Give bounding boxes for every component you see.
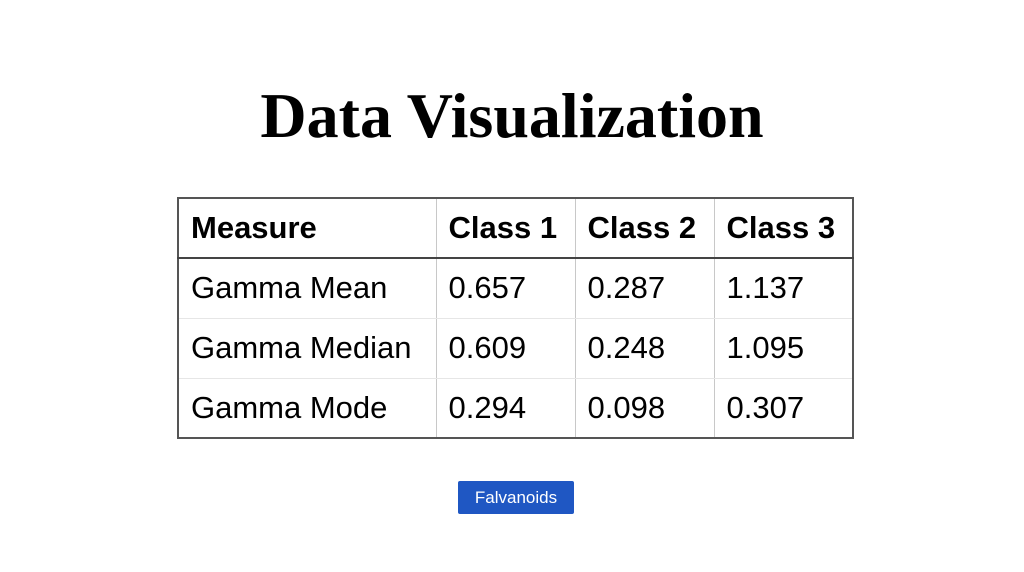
data-table: Measure Class 1 Class 2 Class 3 Gamma Me… xyxy=(177,197,854,439)
row-label-gamma-mean: Gamma Mean xyxy=(178,258,437,319)
table-row: Gamma Mean 0.657 0.287 1.137 xyxy=(178,258,853,319)
table-header-row: Measure Class 1 Class 2 Class 3 xyxy=(178,198,853,259)
cell-gamma-mean-class-1: 0.657 xyxy=(436,258,576,319)
cell-gamma-median-class-2: 0.248 xyxy=(575,318,715,379)
table-row: Gamma Mode 0.294 0.098 0.307 xyxy=(178,378,853,438)
cell-gamma-mode-class-1: 0.294 xyxy=(436,378,576,438)
column-header-class-3: Class 3 xyxy=(714,198,853,259)
table-row: Gamma Median 0.609 0.248 1.095 xyxy=(178,318,853,379)
falvanoids-button[interactable]: Falvanoids xyxy=(458,481,574,514)
column-header-measure: Measure xyxy=(178,198,437,259)
cell-gamma-mode-class-3: 0.307 xyxy=(726,389,805,425)
cell-gamma-median-class-3: 1.095 xyxy=(714,318,853,379)
row-label-gamma-median: Gamma Median xyxy=(178,318,437,379)
cell-gamma-mean-class-2: 0.287 xyxy=(575,258,715,319)
page-title: Data Visualization xyxy=(260,80,764,151)
column-header-class-2: Class 2 xyxy=(575,198,715,259)
column-header-class-1: Class 1 xyxy=(436,198,576,259)
cell-gamma-mode-class-2: 0.098 xyxy=(575,378,715,438)
cell-gamma-mean-class-3: 1.137 xyxy=(714,258,853,319)
cell-gamma-median-class-1: 0.609 xyxy=(436,318,576,379)
row-label-gamma-mode: Gamma Mode xyxy=(178,378,437,438)
